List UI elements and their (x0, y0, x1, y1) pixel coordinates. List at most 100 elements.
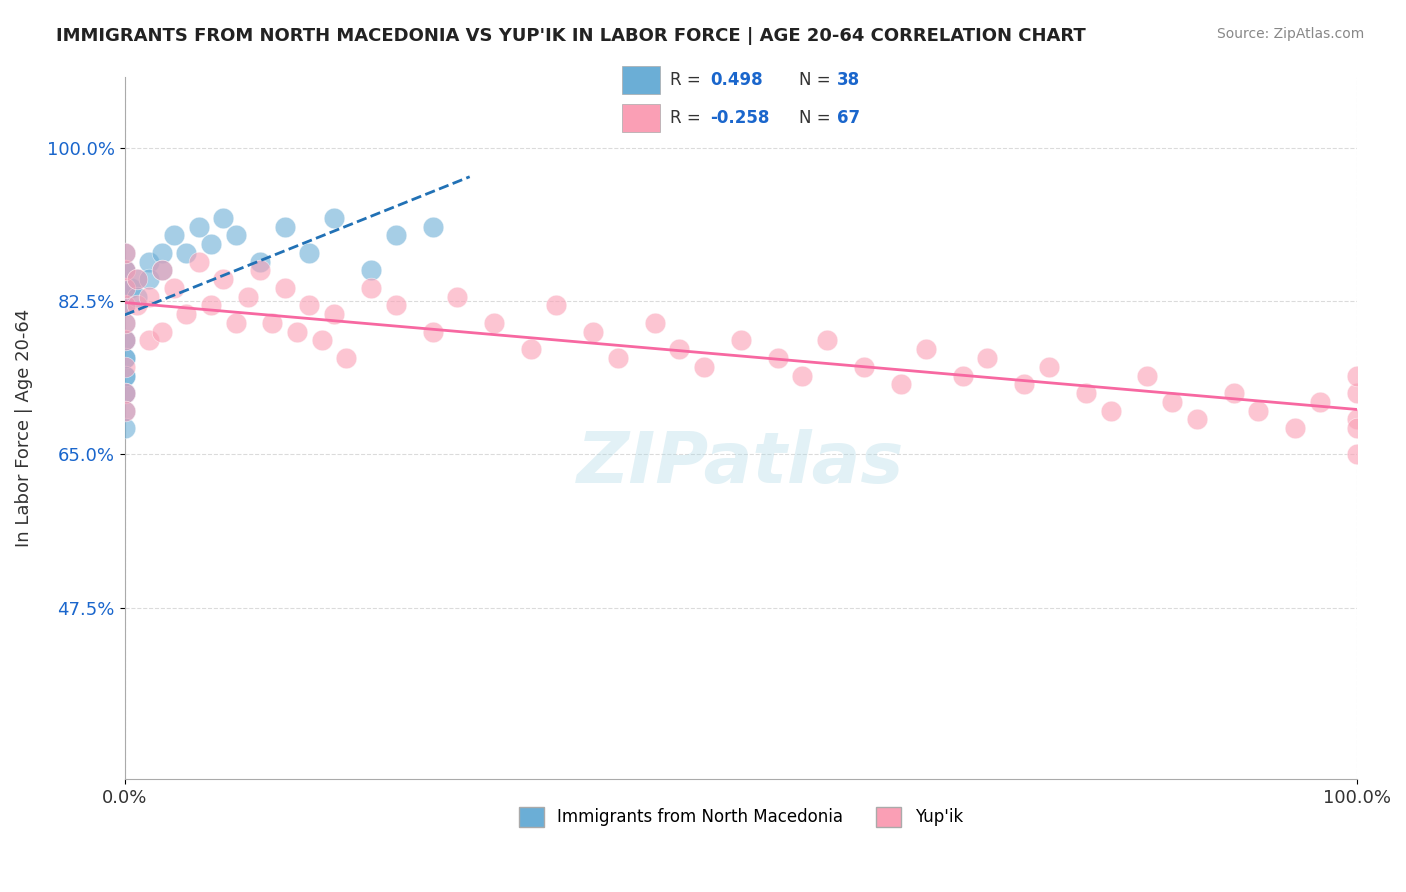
Point (114, 316, 136, 330)
Point (914, 343, 936, 357)
Point (138, 290, 160, 304)
Point (323, 211, 346, 225)
Point (138, 254, 160, 268)
Point (384, 228, 406, 243)
Point (114, 263, 136, 277)
Point (150, 263, 173, 277)
Point (298, 245, 321, 260)
FancyBboxPatch shape (621, 103, 659, 132)
Point (606, 351, 628, 365)
Point (766, 351, 789, 365)
Point (114, 316, 136, 330)
Point (114, 298, 136, 312)
Point (114, 281, 136, 295)
Point (1038, 359, 1060, 374)
Point (225, 228, 247, 243)
Point (323, 307, 346, 321)
Point (114, 263, 136, 277)
Text: N =: N = (800, 71, 837, 89)
Point (730, 334, 752, 348)
Point (236, 290, 259, 304)
Text: ZIPatlas: ZIPatlas (576, 429, 904, 498)
Point (1346, 386, 1368, 401)
Point (792, 368, 814, 383)
Point (815, 334, 838, 348)
Point (262, 316, 284, 330)
Point (187, 254, 209, 268)
Point (114, 386, 136, 401)
Text: -0.258: -0.258 (710, 109, 769, 127)
Point (274, 219, 297, 234)
Point (200, 298, 222, 312)
Point (114, 334, 136, 348)
Point (484, 316, 506, 330)
Point (150, 325, 173, 339)
Point (163, 228, 186, 243)
Text: Source: ZipAtlas.com: Source: ZipAtlas.com (1216, 27, 1364, 41)
Point (163, 281, 186, 295)
Point (249, 263, 271, 277)
Point (212, 211, 235, 225)
Point (544, 298, 567, 312)
Point (138, 334, 160, 348)
Point (114, 298, 136, 312)
Point (125, 272, 148, 286)
Point (668, 343, 690, 357)
Point (114, 386, 136, 401)
Point (1222, 386, 1244, 401)
Point (360, 281, 382, 295)
Point (1309, 395, 1331, 409)
Text: R =: R = (671, 109, 706, 127)
Point (890, 377, 912, 392)
Point (114, 403, 136, 417)
Point (125, 272, 148, 286)
Point (1185, 412, 1208, 426)
Point (1012, 377, 1035, 392)
Point (187, 219, 209, 234)
Point (114, 368, 136, 383)
Text: 0.498: 0.498 (710, 71, 762, 89)
Point (1161, 395, 1184, 409)
Point (114, 334, 136, 348)
Point (1346, 448, 1368, 462)
Text: R =: R = (671, 71, 706, 89)
Point (120, 281, 142, 295)
Point (174, 245, 197, 260)
Point (1284, 421, 1306, 435)
Text: N =: N = (800, 109, 837, 127)
Point (114, 281, 136, 295)
Text: 38: 38 (837, 71, 860, 89)
Point (200, 237, 222, 252)
Point (422, 325, 444, 339)
Point (125, 298, 148, 312)
Point (114, 298, 136, 312)
Point (1346, 412, 1368, 426)
Point (114, 386, 136, 401)
Point (114, 263, 136, 277)
Point (1074, 386, 1097, 401)
Point (285, 325, 308, 339)
Point (125, 290, 148, 304)
Point (520, 343, 543, 357)
Point (174, 307, 197, 321)
Point (274, 281, 297, 295)
Point (311, 334, 333, 348)
FancyBboxPatch shape (621, 66, 659, 95)
Point (693, 359, 716, 374)
Point (976, 351, 998, 365)
Point (422, 219, 444, 234)
Point (853, 359, 876, 374)
Point (298, 298, 321, 312)
Point (114, 359, 136, 374)
Point (582, 325, 605, 339)
Text: IMMIGRANTS FROM NORTH MACEDONIA VS YUP'IK IN LABOR FORCE | AGE 20-64 CORRELATION: IMMIGRANTS FROM NORTH MACEDONIA VS YUP'I… (56, 27, 1085, 45)
Point (1136, 368, 1159, 383)
Point (138, 272, 160, 286)
Point (114, 351, 136, 365)
Point (114, 245, 136, 260)
Y-axis label: In Labor Force | Age 20-64: In Labor Force | Age 20-64 (15, 309, 32, 548)
Point (335, 351, 357, 365)
Point (249, 254, 271, 268)
Point (114, 403, 136, 417)
Text: 67: 67 (837, 109, 860, 127)
